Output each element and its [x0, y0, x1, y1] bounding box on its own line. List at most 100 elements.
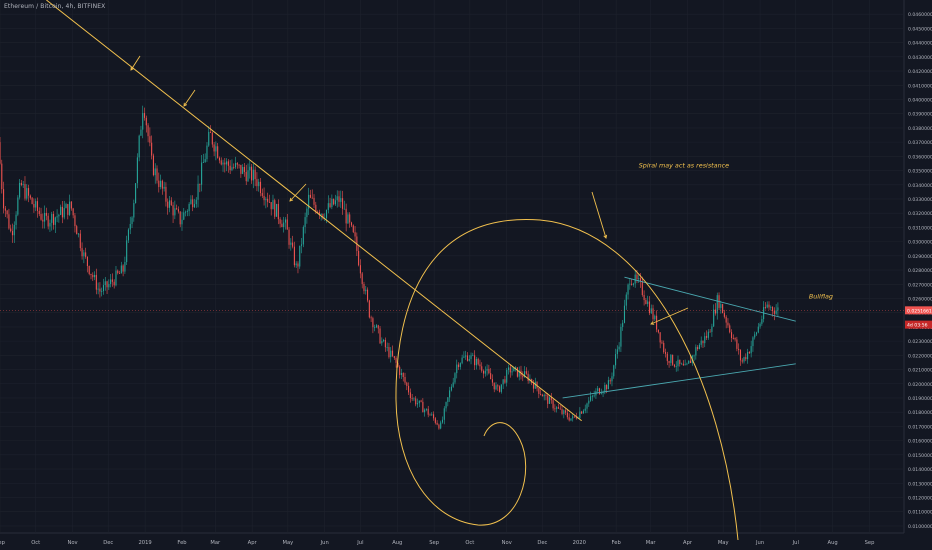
candle-body	[26, 188, 28, 199]
candle-body	[600, 393, 602, 394]
candle-body	[213, 144, 215, 152]
candle-body	[513, 367, 515, 372]
candle-body	[140, 129, 142, 136]
candle-body	[752, 337, 754, 347]
candle-body	[631, 283, 633, 285]
candle-body	[270, 202, 272, 210]
candle-body	[129, 223, 131, 230]
price-tag-background	[905, 306, 932, 315]
candle-body	[568, 417, 570, 421]
candle-body	[484, 370, 486, 374]
candle-body	[625, 294, 627, 306]
candle-body	[243, 166, 245, 172]
candle-body	[6, 210, 8, 215]
candle-body	[349, 214, 351, 223]
candle-body	[58, 214, 60, 217]
candle-body	[183, 212, 185, 220]
candle-body	[172, 205, 174, 216]
candle-body	[516, 367, 518, 377]
candle-body	[277, 203, 279, 220]
time-tick-label: Sep	[865, 540, 875, 546]
candle-body	[650, 308, 652, 314]
candle-body	[254, 169, 256, 180]
candle-body	[36, 201, 39, 211]
candle-body	[482, 370, 485, 374]
candle-body	[259, 181, 262, 194]
candle-body	[49, 222, 51, 227]
candle-body	[102, 285, 105, 292]
candle-body	[111, 279, 113, 282]
candle-body	[395, 357, 397, 363]
candle-body	[593, 395, 595, 397]
candle-body	[527, 373, 529, 381]
candle-body	[201, 162, 203, 185]
candle-body	[361, 273, 363, 284]
candle-body	[31, 197, 33, 204]
candle-body	[479, 364, 481, 367]
candle-body	[95, 274, 97, 290]
candle-body	[700, 340, 702, 345]
candle-body	[27, 188, 30, 196]
candle-body	[163, 186, 165, 189]
symbol-title[interactable]: Ethereum / Bitcoin, 4h, BITFINEX	[4, 3, 106, 10]
candle-body	[193, 204, 196, 208]
candle-body	[506, 369, 508, 383]
candle-body	[632, 283, 634, 285]
price-scale-panel[interactable]	[904, 0, 932, 550]
candle-body	[188, 203, 190, 212]
candle-body	[755, 332, 758, 335]
candle-body	[56, 216, 58, 218]
price-tag-label: 4d 03:56	[907, 323, 928, 329]
candle-body	[65, 204, 67, 209]
candle-body	[379, 328, 381, 344]
candle-body	[240, 164, 242, 174]
candle-body	[83, 252, 85, 257]
grid-lines	[0, 0, 904, 533]
candle-body	[263, 195, 265, 201]
candle-body	[290, 242, 292, 245]
candle-body	[372, 318, 374, 328]
candle-body	[309, 194, 312, 198]
candle-body	[682, 363, 684, 366]
candle-body	[197, 183, 199, 200]
candle-body	[156, 168, 158, 181]
candle-body	[695, 347, 697, 356]
arrow-head	[289, 197, 294, 202]
candle-body	[775, 310, 777, 314]
candle-body	[329, 203, 331, 208]
time-tick-label: May	[718, 540, 729, 546]
candle-body	[234, 163, 237, 168]
candle-body	[557, 407, 560, 409]
candle-body	[47, 215, 49, 227]
candle-body	[224, 162, 226, 165]
time-tick-label: Oct	[31, 540, 40, 546]
candle-body	[377, 325, 379, 329]
candle-body	[8, 214, 10, 229]
candle-body	[120, 265, 122, 274]
arrow-head	[603, 234, 608, 239]
candle-body	[375, 325, 378, 328]
time-tick-label: Dec	[537, 540, 547, 546]
candle-body	[388, 347, 390, 358]
candle-body	[572, 416, 574, 419]
candle-body	[217, 146, 219, 158]
candle-body	[736, 339, 738, 349]
candle-body	[229, 165, 231, 171]
candle-body	[300, 244, 303, 246]
candle-body	[582, 410, 584, 414]
candle-body	[274, 200, 276, 217]
candle-body	[570, 418, 572, 421]
candle-body	[440, 422, 442, 429]
candle-body	[126, 240, 128, 263]
candle-body	[741, 360, 743, 362]
candle-body	[597, 388, 599, 392]
time-tick-label: Jul	[792, 540, 799, 546]
candle-body	[247, 170, 249, 182]
